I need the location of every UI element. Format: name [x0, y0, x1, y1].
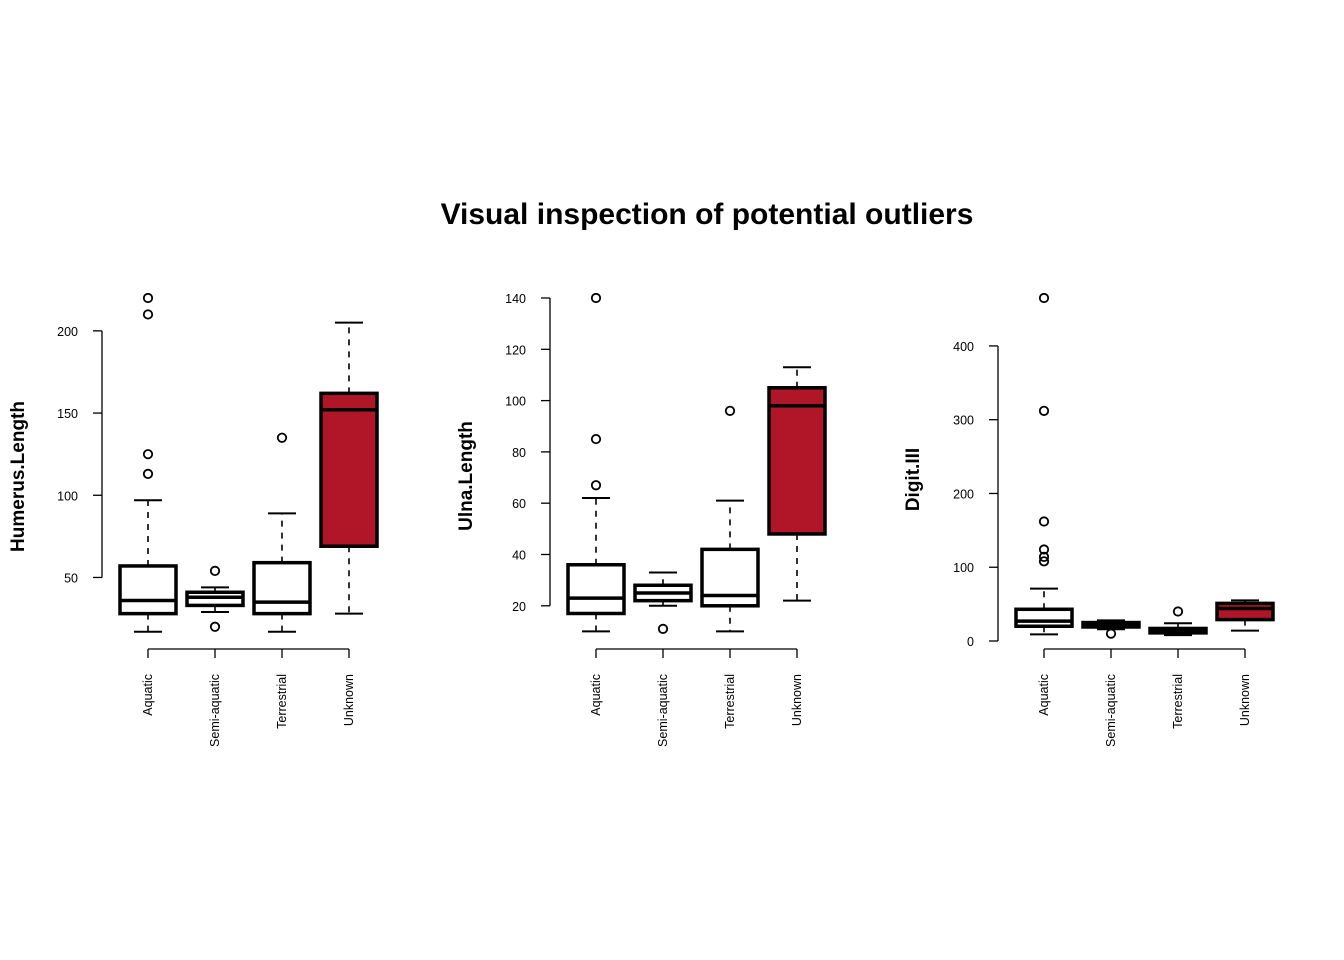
outlier-point [1038, 516, 1050, 527]
outlier-point [1105, 628, 1117, 639]
iqr-box [566, 562, 626, 616]
iqr-box [118, 564, 178, 616]
outlier-point [657, 623, 669, 634]
boxplot-panel-3: 0 100 200 300 400 Digit.III Aquatic Semi-aquati… [903, 292, 1275, 747]
box-terrestrial [700, 405, 760, 633]
y-axis-label: Humerus.Length [8, 401, 29, 552]
boxplot-panel-2: 20 40 60 80 100 120 140 Ulna.Length Aquatic Semi-… [456, 292, 827, 747]
x-tick-label: Aquatic [141, 674, 155, 716]
box-terrestrial [252, 432, 312, 633]
y-tick-label: 200 [953, 487, 974, 501]
y-tick-label: 300 [953, 414, 974, 428]
outlier-point [590, 292, 602, 304]
outlier-point [276, 432, 288, 443]
outlier-point [142, 292, 154, 304]
iqr-box [767, 386, 827, 536]
outlier-point [1038, 556, 1050, 567]
outlier-point [1172, 606, 1184, 617]
x-tick-label: Semi-aquatic [208, 674, 222, 747]
y-tick-label: 40 [512, 548, 526, 562]
y-axis-label: Digit.III [903, 448, 924, 511]
box-unknown [767, 366, 827, 602]
y-tick-label: 60 [512, 497, 526, 511]
iqr-box [319, 391, 379, 548]
box-aquatic [118, 292, 178, 633]
y-axis-label: Ulna.Length [456, 421, 477, 531]
y-tick-label: 20 [512, 600, 526, 614]
box-semi-aquatic [633, 571, 693, 634]
x-tick-label: Aquatic [589, 674, 603, 716]
boxplot-panel-1: 50 100 150 200 Humerus.Length Aquatic Semi-aqu… [8, 292, 379, 747]
outlier-point [1038, 544, 1050, 555]
figure-title: Visual inspection of potential outliers [440, 198, 974, 231]
x-tick-label: Aquatic [1037, 674, 1051, 716]
y-tick-label: 150 [57, 407, 78, 421]
box-aquatic [1014, 292, 1074, 636]
y-tick-label: 100 [57, 489, 78, 503]
y-tick-label: 400 [953, 340, 974, 354]
x-tick-label: Terrestrial [1171, 674, 1185, 729]
x-tick-label: Semi-aquatic [1104, 674, 1118, 747]
x-tick-label: Unknown [790, 674, 804, 726]
x-tick-label: Unknown [342, 674, 356, 726]
outlier-point [142, 309, 154, 320]
iqr-box [252, 560, 312, 616]
outlier-point [209, 565, 221, 576]
y-tick-label: 50 [64, 571, 78, 585]
box-unknown [1215, 599, 1275, 632]
outlier-point [142, 449, 154, 460]
outlier-point [590, 480, 602, 491]
y-tick-label: 120 [505, 343, 526, 357]
box-aquatic [566, 292, 626, 633]
box-semi-aquatic [1081, 619, 1141, 639]
box-unknown [319, 321, 379, 615]
iqr-box [700, 547, 760, 608]
outlier-point [724, 405, 736, 416]
box-terrestrial [1148, 606, 1208, 637]
y-tick-label: 80 [512, 446, 526, 460]
outlier-point [209, 621, 221, 632]
outlier-point [1038, 292, 1050, 304]
iqr-box [1215, 601, 1275, 622]
x-tick-label: Semi-aquatic [656, 674, 670, 747]
y-tick-label: 100 [505, 395, 526, 409]
x-tick-label: Terrestrial [275, 674, 289, 729]
box-semi-aquatic [185, 565, 245, 632]
outlier-point [590, 433, 602, 445]
y-tick-label: 200 [57, 325, 78, 339]
x-tick-label: Unknown [1238, 674, 1252, 726]
outlier-point [1038, 405, 1050, 416]
y-tick-label: 100 [953, 561, 974, 575]
outlier-point [142, 468, 154, 479]
outlier-point [1038, 551, 1050, 563]
y-tick-label: 140 [505, 292, 526, 306]
x-tick-label: Terrestrial [723, 674, 737, 729]
iqr-box [1014, 607, 1074, 628]
y-tick-label: 0 [967, 635, 974, 649]
